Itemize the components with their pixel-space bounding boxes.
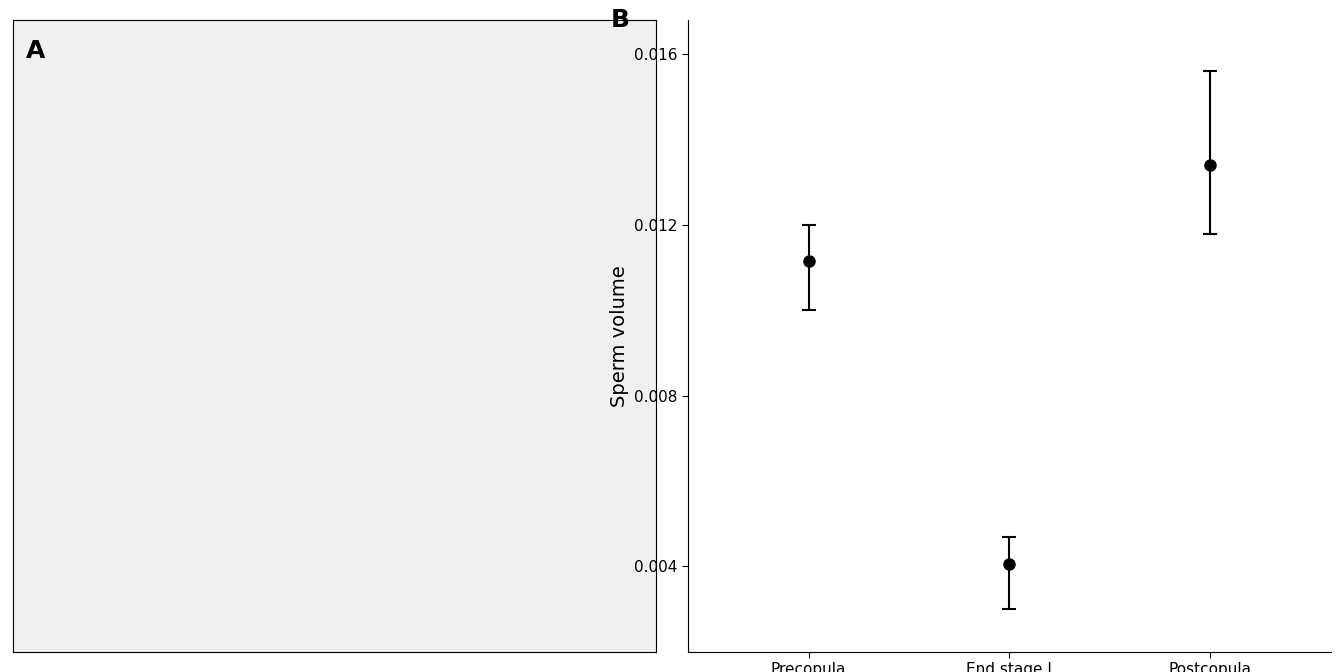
Text: B: B: [612, 7, 630, 32]
Text: A: A: [27, 39, 46, 63]
Y-axis label: Sperm volume: Sperm volume: [610, 265, 629, 407]
